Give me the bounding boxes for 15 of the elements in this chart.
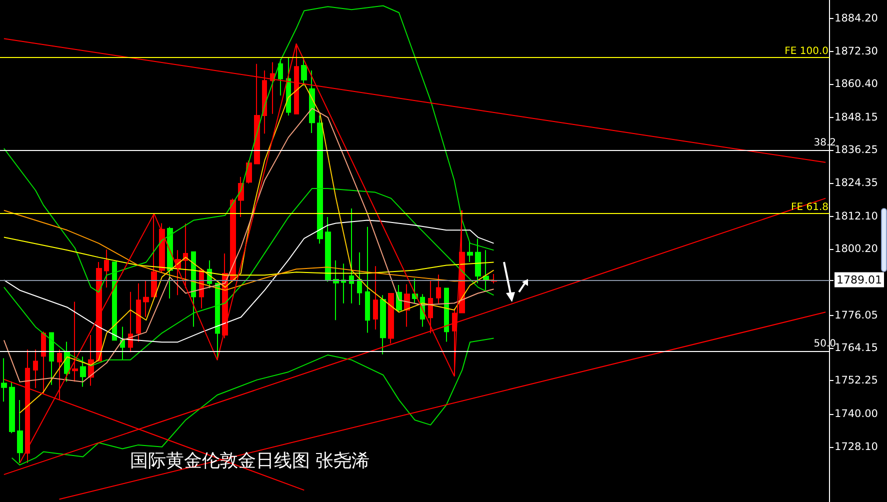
y-tick-label: 1800.20 [834,243,878,256]
y-tick-label: 1812.10 [834,210,878,222]
y-tick-label: 1776.05 [834,309,878,322]
y-tick-label: 1848.15 [834,112,878,124]
y-tick-label: 1728.10 [834,440,878,453]
ref-line-label: FE 100.0 [784,46,829,58]
y-tick-label: 1764.15 [834,342,878,354]
y-tick-label: 1740.00 [834,408,878,420]
y-tick-label: 1789.01 [836,273,882,286]
y-tick-label: 1884.20 [834,12,878,25]
y-tick-label: 1824.35 [834,176,878,189]
y-tick-label: 1836.25 [834,144,878,156]
y-tick-label: 1872.30 [834,45,878,58]
y-tick-label: 1752.25 [834,374,878,387]
y-tick-label: 1860.40 [834,78,878,90]
